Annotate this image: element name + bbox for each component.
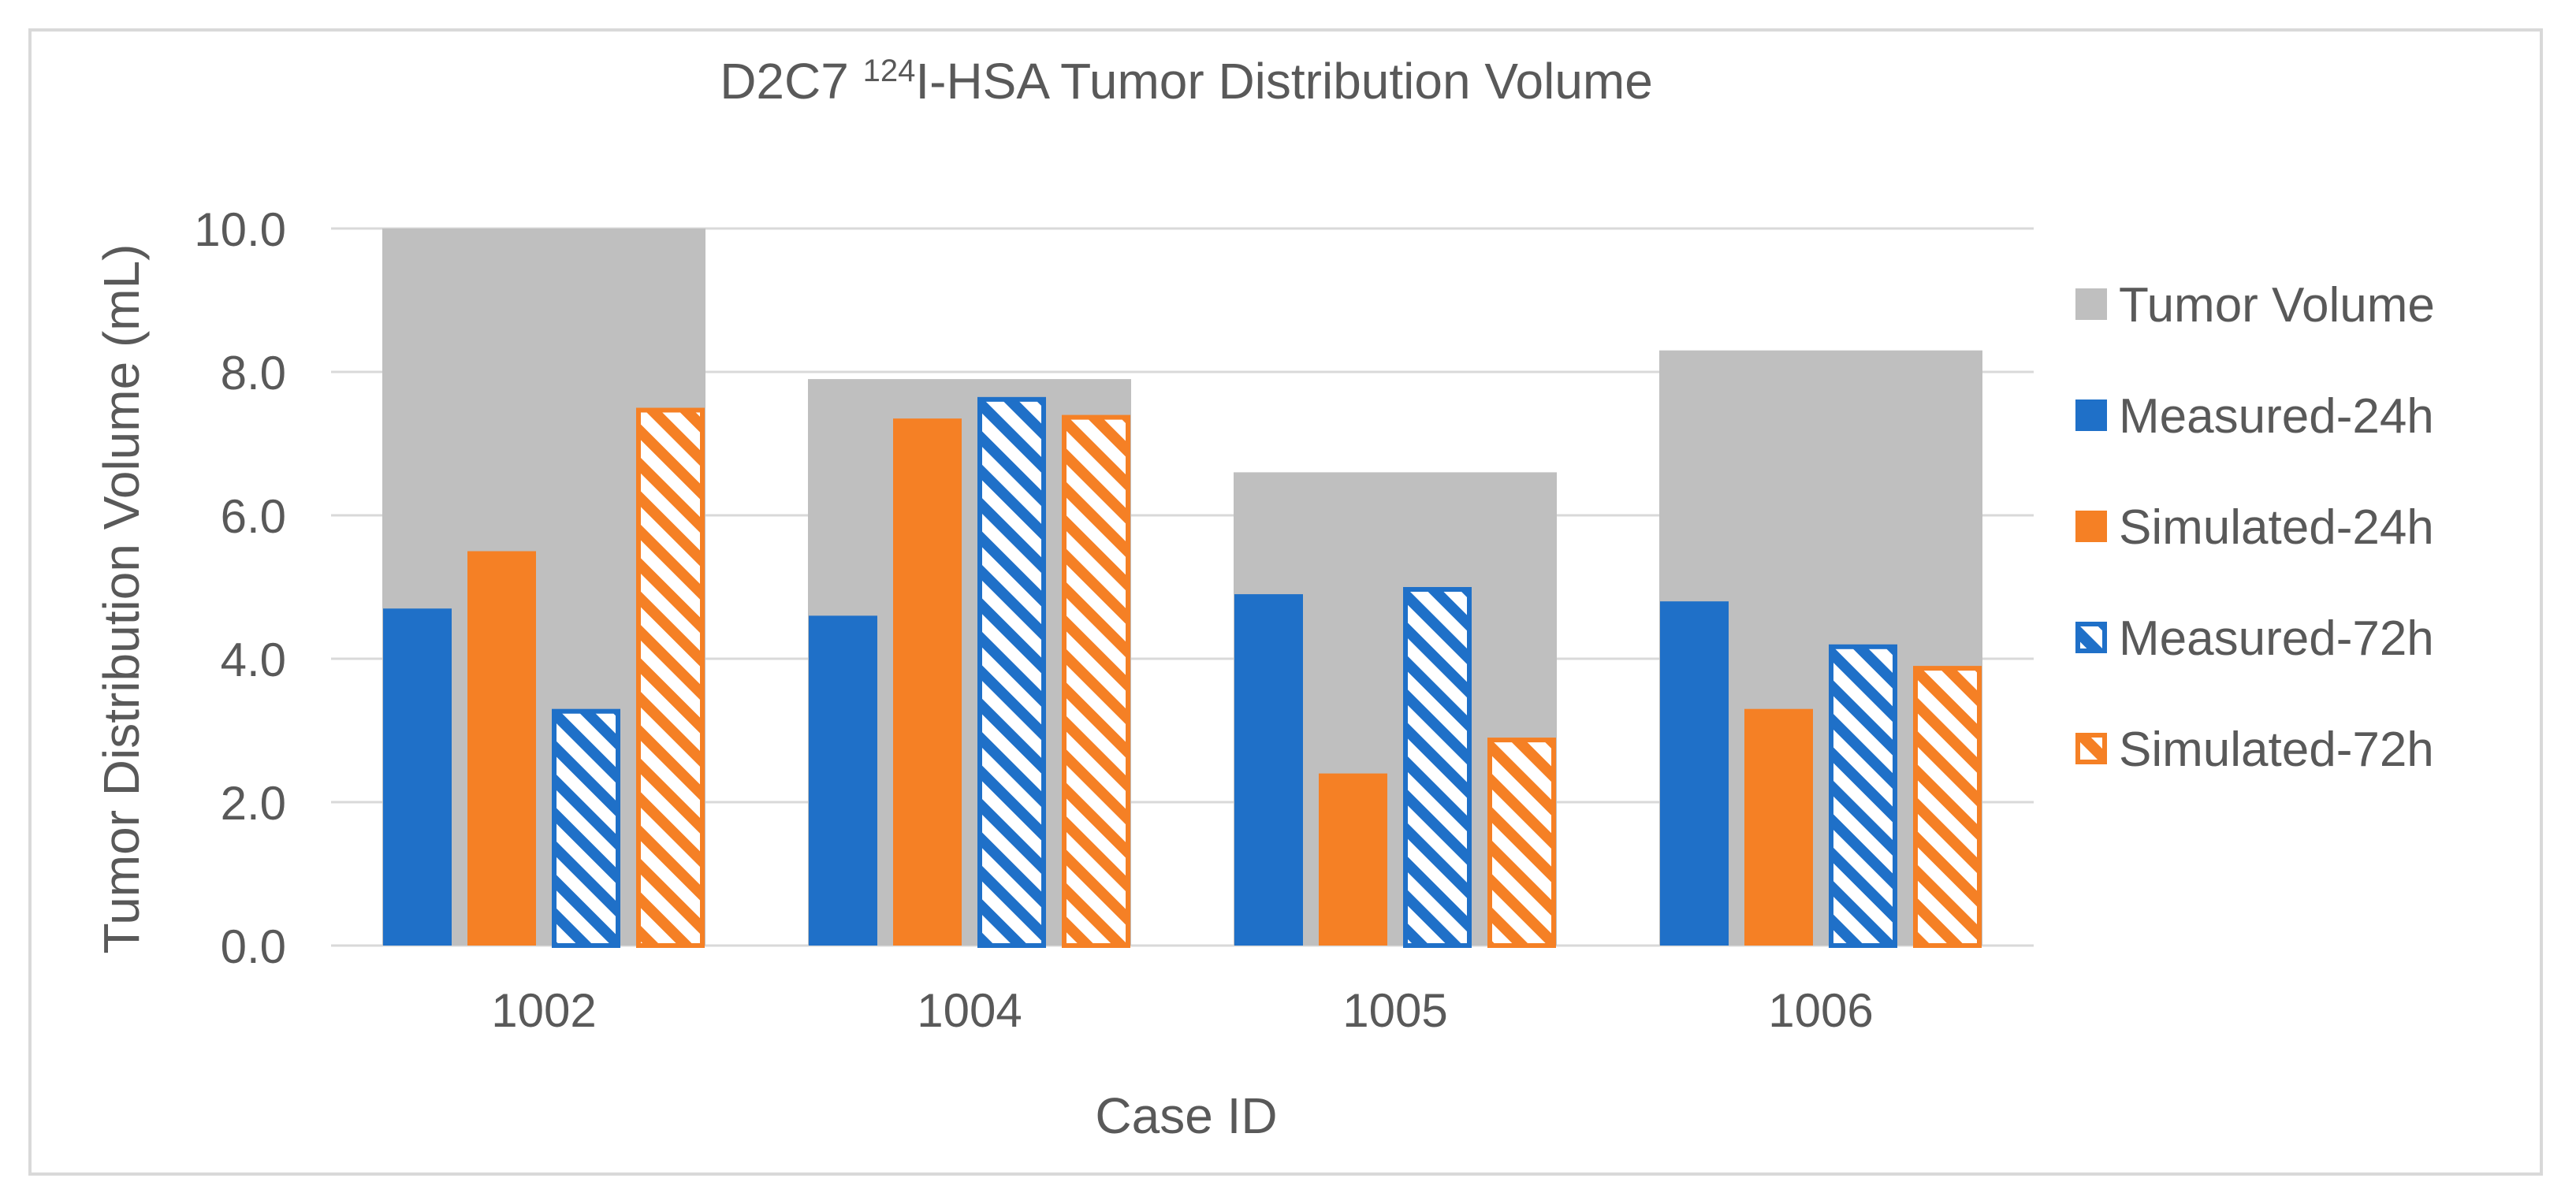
bar-simulated-72h-1002 (636, 407, 705, 948)
chart-frame: D2C7 124I-HSA Tumor Distribution Volume … (28, 28, 2543, 1176)
bar-simulated-24h-1005 (1319, 773, 1387, 946)
x-tick-label: 1004 (917, 984, 1022, 1037)
bar-simulated-24h-1002 (467, 551, 536, 946)
x-axis-ticks: 1002 1004 1005 1006 (491, 984, 1873, 1037)
bar-simulated-72h-1006 (1913, 666, 1982, 948)
chart-canvas: D2C7 124I-HSA Tumor Distribution Volume … (93, 53, 2435, 1144)
bar-simulated-24h-1004 (893, 418, 962, 946)
chart-title-suffix: I-HSA Tumor Distribution Volume (915, 53, 1652, 110)
x-tick-label: 1005 (1342, 984, 1447, 1037)
y-tick-label: 8.0 (221, 347, 286, 399)
bar-measured-24h-1002 (383, 608, 452, 946)
legend-label-tumor-volume: Tumor Volume (2119, 278, 2435, 333)
x-tick-label: 1002 (491, 984, 596, 1037)
bar-measured-72h-1002 (552, 708, 620, 948)
bar-measured-24h-1006 (1660, 601, 1729, 946)
y-tick-label: 0.0 (221, 920, 286, 973)
y-axis-label: Tumor Distribution Volume (mL) (93, 244, 150, 954)
y-tick-label: 10.0 (194, 203, 286, 256)
y-tick-label: 4.0 (221, 634, 286, 686)
x-tick-label: 1006 (1768, 984, 1873, 1037)
legend: Tumor Volume Measured-24h Simulated-24h Mea… (2075, 278, 2435, 777)
tumor-volume-bars (382, 229, 1982, 946)
bar-measured-72h-1005 (1403, 587, 1472, 948)
legend-swatch-simulated-24h (2075, 511, 2107, 542)
bar-simulated-72h-1004 (1062, 414, 1130, 949)
chart-title-prefix: D2C7 (720, 53, 862, 110)
bar-measured-24h-1004 (809, 615, 877, 946)
chart-title: D2C7 124I-HSA Tumor Distribution Volume (720, 53, 1653, 110)
bar-measured-72h-1006 (1829, 644, 1897, 948)
bar-simulated-72h-1005 (1487, 738, 1556, 948)
bar-simulated-24h-1006 (1744, 708, 1813, 946)
legend-swatch-measured-24h (2075, 399, 2107, 431)
bar-measured-72h-1004 (977, 396, 1046, 949)
x-axis-label: Case ID (1095, 1087, 1277, 1144)
y-axis-ticks: 0.0 2.0 4.0 6.0 8.0 10.0 (194, 203, 286, 973)
chart-title-superscript: 124 (863, 54, 916, 88)
legend-label-simulated-72h: Simulated-72h (2119, 723, 2434, 777)
legend-swatch-simulated-72h (2075, 733, 2107, 764)
legend-swatch-tumor-volume (2075, 288, 2107, 320)
y-tick-label: 2.0 (221, 777, 286, 830)
bar-measured-24h-1005 (1234, 594, 1303, 946)
legend-label-measured-24h: Measured-24h (2119, 389, 2434, 444)
legend-label-measured-72h: Measured-72h (2119, 611, 2434, 666)
legend-label-simulated-24h: Simulated-24h (2119, 500, 2434, 555)
series-bars (383, 396, 1982, 949)
legend-swatch-measured-72h (2075, 622, 2107, 653)
y-tick-label: 6.0 (221, 490, 286, 543)
